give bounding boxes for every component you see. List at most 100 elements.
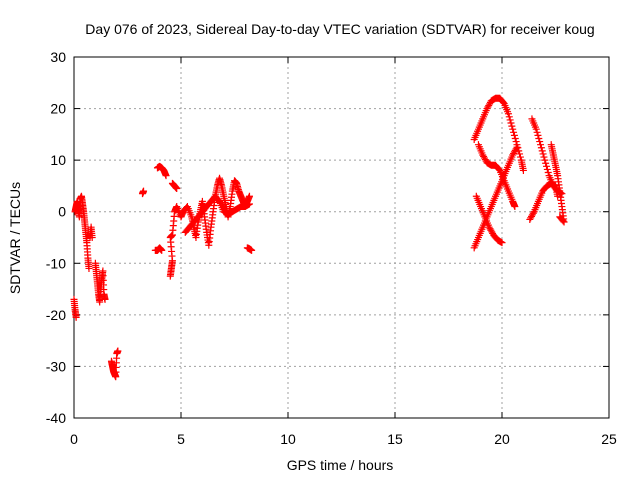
data-point [535,134,543,142]
data-point [532,125,540,133]
data-point [516,153,524,161]
data-point [511,203,519,211]
data-point [506,116,514,124]
data-point [510,131,518,139]
data-point [505,113,513,121]
data-point [480,154,488,162]
data-point [486,225,494,233]
series-late-arc-a [470,94,527,174]
series-early-arc-b [91,259,109,306]
data-point [536,138,544,146]
data-point [114,347,122,355]
data-point [527,214,535,222]
data-point [513,143,521,151]
y-tick-label: -10 [46,255,66,271]
data-point [534,131,542,139]
x-tick-label: 15 [387,431,403,447]
data-point [510,149,518,157]
data-point [537,144,545,152]
data-point [72,313,80,321]
series-late-arc-c [472,192,506,247]
data-point [215,196,223,204]
data-point [529,209,537,217]
data-point [162,172,170,180]
data-point [480,153,488,161]
data-point [498,239,506,247]
series-mid-arc-c [181,192,256,254]
data-point [485,101,493,109]
x-tick-label: 25 [601,431,617,447]
data-point [512,145,520,153]
data-points [70,94,568,381]
data-point [483,105,491,113]
data-point [544,169,552,177]
y-tick-label: 10 [50,152,66,168]
data-point [484,103,492,111]
data-point [245,200,253,208]
data-point [509,125,517,133]
data-point [509,151,517,159]
data-point [479,151,487,159]
x-tick-label: 0 [70,431,78,447]
grid-lines [74,57,609,418]
series-late-arc-g [547,141,568,226]
data-point [488,228,496,236]
data-point [85,264,93,272]
x-axis-tick-labels: 0 5 10 15 20 25 [70,431,617,447]
data-point [88,234,96,241]
data-point [508,122,516,130]
data-point [543,162,551,170]
data-point [540,153,548,161]
data-point [519,166,527,174]
x-tick-label: 5 [177,431,185,447]
y-axis-tick-labels: -40 -30 -20 -10 0 10 20 30 [46,49,66,426]
y-tick-label: 0 [58,204,66,220]
data-point [499,98,507,106]
data-point [495,165,503,173]
data-point [158,246,166,254]
data-point [511,146,519,154]
data-point [541,156,549,164]
data-point [504,110,512,118]
data-point [539,150,547,158]
data-point [543,165,551,173]
series-late-arc-d [474,141,519,211]
series-early-arc-a [70,192,96,321]
data-point [485,223,493,231]
x-axis-label: GPS time / hours [287,457,394,473]
axis-ticks [73,56,610,419]
data-point [512,138,520,146]
data-point [516,150,524,158]
data-point [510,148,518,156]
y-axis-label: SDTVAR / TECUs [7,182,23,294]
plot-frame [73,56,610,419]
x-tick-label: 20 [494,431,510,447]
data-point [557,214,565,222]
y-tick-label: -40 [46,410,66,426]
data-point [538,147,546,155]
series-mid-arc-a [138,162,181,254]
data-point [173,185,181,193]
data-point [511,134,519,142]
data-point [487,226,495,234]
y-tick-label: 20 [50,101,66,117]
data-point [542,159,550,167]
data-point [528,212,536,220]
data-point [507,119,515,127]
data-point [526,215,534,223]
data-point [101,295,109,303]
data-point [533,128,541,136]
data-point [486,100,494,108]
data-point [248,246,256,254]
series-late-arc-f [526,179,562,223]
data-point [140,187,148,195]
data-point [556,213,564,221]
data-point [528,211,536,219]
data-point [245,192,253,200]
data-point [510,128,518,136]
series-mid-arc-b [166,174,253,280]
data-point [481,156,489,164]
chart-title: Day 076 of 2023, Sidereal Day-to-day VTE… [85,21,594,37]
y-tick-label: 30 [50,49,66,65]
data-point [537,141,545,149]
